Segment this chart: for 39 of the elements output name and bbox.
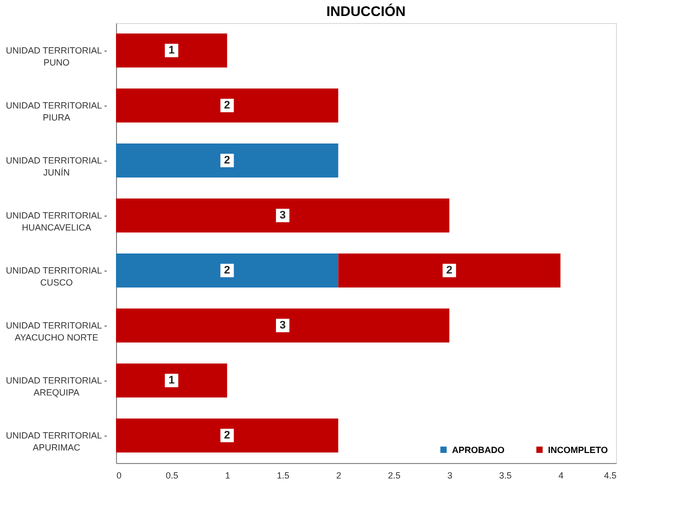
bar <box>116 308 450 342</box>
bar <box>116 418 338 452</box>
x-tick-label: 3 <box>447 470 452 480</box>
y-tick-label: UNIDAD TERRITORIAL - HUANCAVELICA <box>6 210 108 232</box>
legend-label: INCOMPLETO <box>548 444 608 455</box>
x-tick-label: 0.5 <box>166 470 178 480</box>
x-tick-label: 4.5 <box>604 470 616 480</box>
data-label: 2 <box>224 430 230 442</box>
y-tick-label: UNIDAD TERRITORIAL - AREQUIPA <box>6 376 108 398</box>
legend-label: APROBADO <box>452 444 505 455</box>
data-label: 2 <box>224 154 230 166</box>
data-label: 1 <box>168 374 175 386</box>
data-label: 3 <box>280 210 286 222</box>
bar <box>116 254 338 288</box>
y-tick-label: UNIDAD TERRITORIAL - APURIMAC <box>6 430 108 452</box>
bar <box>116 34 228 68</box>
bar <box>116 144 338 178</box>
x-tick-label: 2.5 <box>388 470 401 480</box>
chart-title: INDUCCIÓN <box>326 3 406 19</box>
data-label: 3 <box>280 320 286 332</box>
bar <box>116 198 450 232</box>
x-tick-label: 3.5 <box>499 470 512 480</box>
x-tick-label: 0 <box>116 470 122 480</box>
x-tick-label: 1 <box>225 470 230 480</box>
y-tick-label: UNIDAD TERRITORIAL - PIURA <box>6 100 108 122</box>
x-tick-label: 4 <box>558 470 564 480</box>
y-tick-label: UNIDAD TERRITORIAL - JUNÍN <box>6 156 108 178</box>
data-label: 1 <box>168 44 175 56</box>
data-label: 2 <box>224 264 230 276</box>
data-label: 2 <box>224 100 230 112</box>
bar <box>338 254 560 288</box>
data-label: 2 <box>446 264 452 276</box>
x-tick-label: 1.5 <box>276 470 290 480</box>
x-tick-label: 2 <box>336 470 342 480</box>
bar <box>116 88 338 122</box>
y-tick-label: UNIDAD TERRITORIAL - PUNO <box>6 46 108 68</box>
y-tick-label: UNIDAD TERRITORIAL - CUSCO <box>6 266 108 288</box>
bar <box>116 364 228 398</box>
y-tick-label: UNIDAD TERRITORIAL - AYACUCHO NORTE <box>6 320 108 342</box>
